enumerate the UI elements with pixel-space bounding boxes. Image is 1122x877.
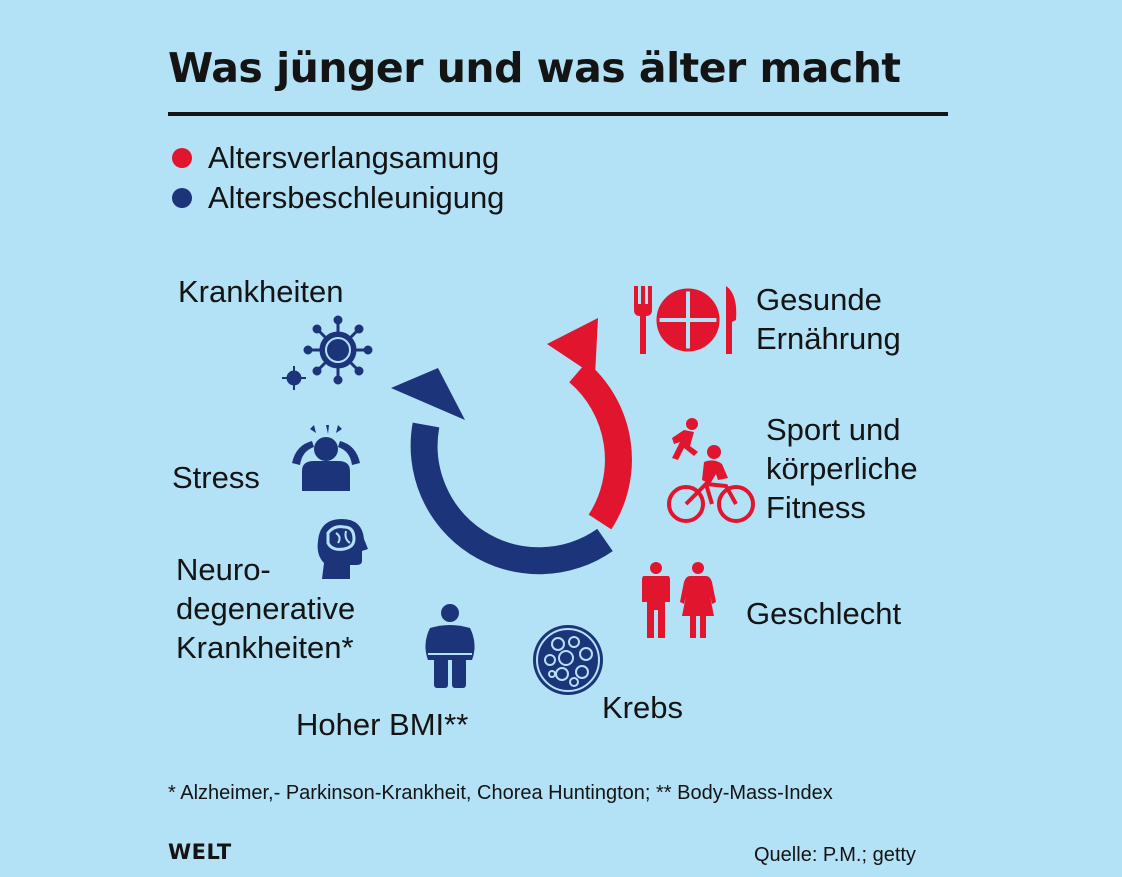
runner-cyclist-icon xyxy=(667,418,755,523)
red-arrowhead xyxy=(547,318,598,376)
welt-logo: WELT xyxy=(168,840,232,864)
blue-cycle-arrow xyxy=(410,422,613,575)
page-title: Was jünger und was älter macht xyxy=(168,44,901,92)
label-stress: Stress xyxy=(172,460,260,495)
legend-dot-blue xyxy=(172,188,192,208)
brain-head-icon xyxy=(317,519,368,579)
label-geschlecht: Geschlecht xyxy=(746,596,902,631)
red-cycle-arrow xyxy=(568,361,632,530)
blue-arrowhead xyxy=(391,368,465,420)
legend-item-accelerating: Altersbeschleunigung xyxy=(172,178,504,218)
title-underline xyxy=(168,112,948,116)
legend-dot-red xyxy=(172,148,192,168)
footnote: * Alzheimer,- Parkinson-Krankheit, Chore… xyxy=(168,782,833,804)
source-credit: Quelle: P.M.; getty xyxy=(754,844,916,866)
label-hoher-bmi: Hoher BMI** xyxy=(296,707,469,742)
virus-icon xyxy=(282,315,373,390)
stressed-person-icon xyxy=(292,425,360,491)
man-woman-icon xyxy=(642,562,716,638)
label-neurodegenerative: Neuro- degenerative Krankheiten* xyxy=(176,552,356,665)
label-krebs: Krebs xyxy=(602,690,683,725)
cancer-cell-icon xyxy=(533,625,603,695)
legend-label-slowing: Altersverlangsamung xyxy=(208,140,500,175)
legend-item-slowing: Altersverlangsamung xyxy=(172,138,499,178)
label-sport-fitness: Sport und körperliche Fitness xyxy=(766,412,918,525)
label-gesunde-ernaehrung: Gesunde Ernährung xyxy=(756,282,901,356)
overweight-person-icon xyxy=(425,604,475,688)
fork-plate-knife-icon xyxy=(634,286,737,354)
label-krankheiten: Krankheiten xyxy=(178,274,344,309)
legend-label-accelerating: Altersbeschleunigung xyxy=(208,180,505,215)
